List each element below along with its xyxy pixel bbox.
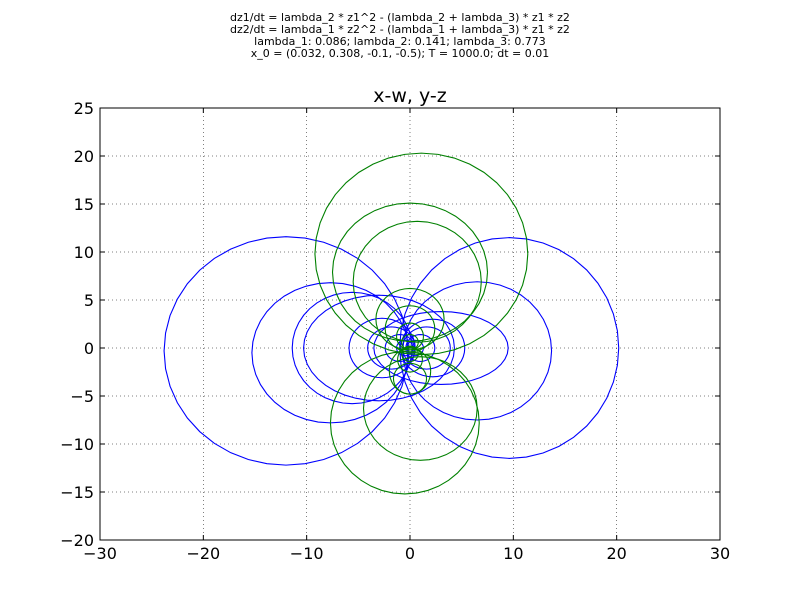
trajectory-loop: [400, 318, 466, 378]
series-2: [314, 152, 529, 495]
y-tick-label: 10: [74, 243, 94, 262]
y-tick-label: 5: [84, 291, 94, 310]
x-tick-label: −20: [186, 544, 220, 563]
trajectory-loop: [373, 310, 509, 386]
y-tick-label: −15: [60, 483, 94, 502]
trajectory-loop: [331, 202, 489, 342]
y-tick-label: −10: [60, 435, 94, 454]
trajectory-loop: [163, 236, 409, 466]
trajectory-loop: [303, 294, 455, 402]
y-tick-label: −20: [60, 531, 94, 550]
trajectory-loop: [314, 152, 529, 356]
y-tick-label: 15: [74, 195, 94, 214]
series-1: [163, 236, 620, 466]
trajectory-loop: [329, 351, 480, 495]
x-tick-label: 10: [503, 544, 523, 563]
x-tick-label: 0: [405, 544, 415, 563]
trajectory-loop: [362, 356, 478, 461]
y-tick-label: 0: [84, 339, 94, 358]
chart-title: x-w, y-z: [373, 85, 446, 107]
trajectory-loop: [251, 282, 410, 424]
trajectory-loop: [367, 326, 416, 370]
trajectory-loop: [401, 334, 419, 351]
trajectory-loop: [401, 345, 419, 362]
y-tick-label: 20: [74, 147, 94, 166]
trajectory-loop: [392, 362, 428, 395]
parameters-line: lambda_1: 0.086; lambda_2: 0.141; lambda…: [254, 35, 546, 48]
x-tick-label: 30: [710, 544, 730, 563]
equation-line-2: dz2/dt = lambda_1 * z2^2 - (lambda_1 + l…: [230, 23, 570, 36]
initial-condition-line: x_0 = (0.032, 0.308, -0.1, -0.5); T = 10…: [250, 47, 550, 60]
x-tick-label: 20: [606, 544, 626, 563]
grid: [100, 108, 720, 540]
x-tick-label: −30: [83, 544, 117, 563]
trajectory-loop: [348, 317, 416, 379]
trajectory-loop: [384, 305, 436, 353]
y-tick-label: 25: [74, 99, 94, 118]
x-tick-label: −10: [290, 544, 324, 563]
trajectory-loop: [352, 220, 482, 343]
trajectory-loop: [291, 291, 413, 405]
trajectory-loop: [396, 322, 424, 351]
series-layer: [163, 152, 620, 495]
y-tick-label: −5: [70, 387, 94, 406]
equation-line-1: dz1/dt = lambda_2 * z1^2 - (lambda_2 + l…: [230, 11, 570, 24]
